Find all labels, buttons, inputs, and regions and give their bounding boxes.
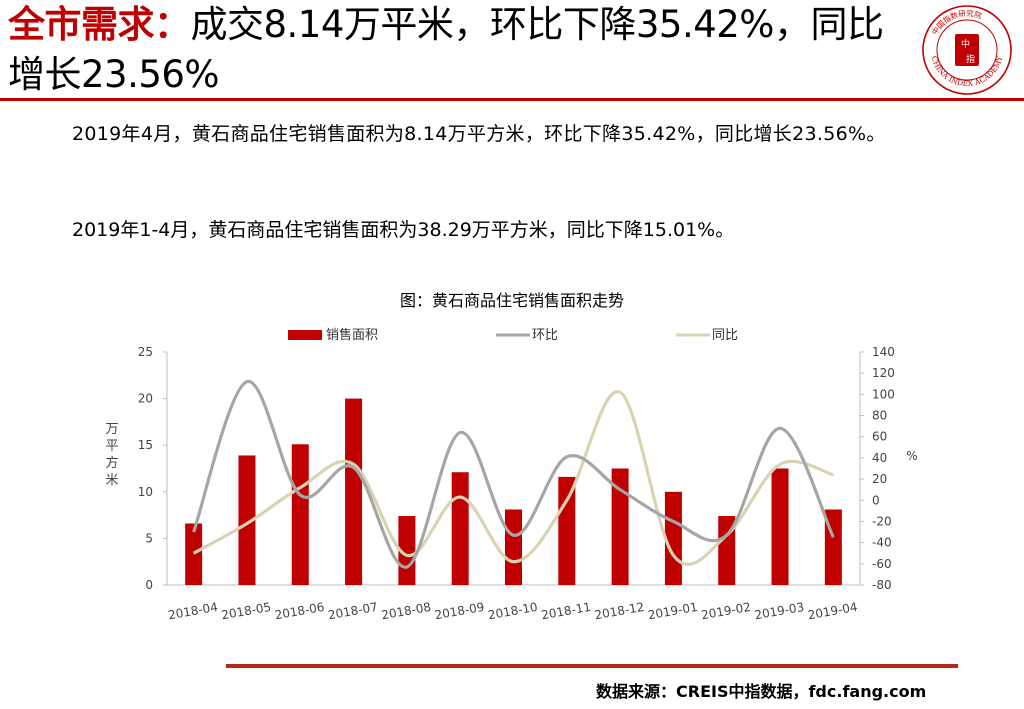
bar-sales-area <box>345 398 363 585</box>
x-tick-label: 2018-12 <box>594 600 646 622</box>
y2-tick-label: 120 <box>872 366 895 380</box>
y2-tick-label: 80 <box>872 409 887 423</box>
legend-label-mom: 环比 <box>532 328 558 343</box>
x-tick-label: 2019-01 <box>647 600 699 622</box>
data-source: 数据来源：CREIS中指数据，fdc.fang.com <box>596 682 927 701</box>
y2-tick-label: 140 <box>872 345 895 359</box>
bar-sales-area <box>558 476 576 585</box>
x-tick-label: 2018-11 <box>540 600 592 622</box>
title-rest: 成交8.14万平米，环比下降35.42%，同比增长23.56% <box>8 3 884 96</box>
y2-axis-label: % <box>906 449 917 463</box>
y2-tick-label: 100 <box>872 387 895 401</box>
bar-sales-area <box>451 472 469 585</box>
legend-swatch-sales <box>288 330 322 340</box>
y-tick-label: 25 <box>138 345 153 359</box>
bar-sales-area <box>771 468 789 585</box>
y2-tick-label: -60 <box>872 557 892 571</box>
x-tick-label: 2019-03 <box>753 600 805 622</box>
y-tick-label: 5 <box>145 531 153 545</box>
x-tick-label: 2019-02 <box>700 600 752 622</box>
x-tick-label: 2018-06 <box>274 600 326 622</box>
legend-label-sales: 销售面积 <box>326 327 378 343</box>
title-divider <box>0 98 1024 101</box>
y2-tick-label: -80 <box>872 578 892 592</box>
y-axis-label-char: 平 <box>105 439 118 454</box>
chart-title: 图：黄石商品住宅销售面积走势 <box>400 291 624 310</box>
y-axis-label-char: 方 <box>105 455 118 471</box>
y-axis-label-char: 米 <box>105 473 118 488</box>
y2-tick-label: 40 <box>872 451 887 465</box>
y-tick-label: 15 <box>138 438 153 452</box>
footer-divider <box>226 664 958 668</box>
china-index-academy-logo: CHINA INDEX ACADEMY 中国指数研究院 中 指 <box>922 5 1012 95</box>
line-yoy <box>192 390 834 566</box>
x-tick-label: 2018-10 <box>487 600 539 622</box>
bar-sales-area <box>291 444 309 585</box>
y2-tick-label: 20 <box>872 472 887 486</box>
logo-center-text-2: 指 <box>966 53 975 65</box>
bar-sales-area <box>664 491 682 585</box>
y2-tick-label: 60 <box>872 430 887 444</box>
paragraph-monthly: 2019年4月，黄石商品住宅销售面积为8.14万平方米，环比下降35.42%，同… <box>72 123 886 145</box>
bar-sales-area <box>611 468 629 585</box>
line-mom <box>192 380 835 569</box>
y-tick-label: 0 <box>145 578 153 592</box>
x-tick-label: 2018-08 <box>380 600 432 622</box>
bar-sales-area <box>185 523 203 585</box>
bar-sales-area <box>238 455 256 585</box>
logo-center-text-1: 中 <box>961 38 970 50</box>
y-axis-label-char: 万 <box>105 422 118 437</box>
x-tick-label: 2018-05 <box>220 600 272 622</box>
y-tick-label: 20 <box>138 392 153 406</box>
x-tick-label: 2019-04 <box>807 600 859 622</box>
x-tick-label: 2018-04 <box>167 600 219 622</box>
y2-tick-label: 0 <box>872 493 880 507</box>
page-title: 全市需求：成交8.14万平米，环比下降35.42%，同比增长23.56% <box>8 0 888 100</box>
y2-tick-label: -40 <box>872 536 892 550</box>
x-tick-label: 2018-07 <box>327 600 379 622</box>
bar-sales-area <box>505 509 522 585</box>
x-tick-label: 2018-09 <box>434 600 486 622</box>
title-highlight: 全市需求： <box>8 3 191 46</box>
y2-tick-label: -20 <box>872 514 892 528</box>
paragraph-ytd: 2019年1-4月，黄石商品住宅销售面积为38.29万平方米，同比下降15.01… <box>72 219 735 241</box>
y-tick-label: 10 <box>138 485 153 499</box>
legend-label-yoy: 同比 <box>712 328 738 343</box>
